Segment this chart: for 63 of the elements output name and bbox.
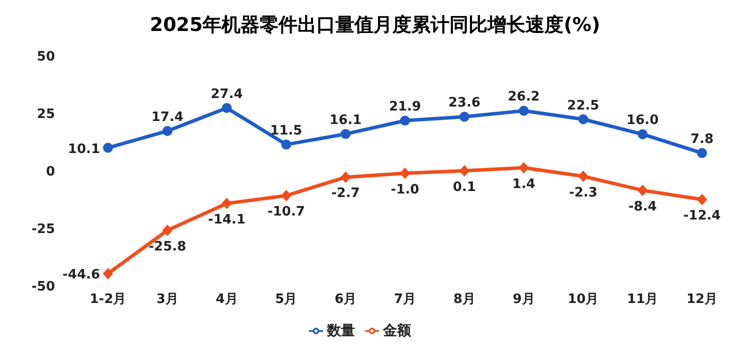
data-label: -2.7 bbox=[331, 186, 360, 202]
point bbox=[518, 162, 529, 174]
point bbox=[103, 142, 113, 153]
data-label: 1.4 bbox=[512, 176, 536, 192]
point bbox=[162, 126, 172, 136]
point bbox=[638, 129, 648, 140]
point bbox=[103, 268, 113, 280]
point bbox=[281, 190, 292, 202]
x-tick-label: 7月 bbox=[394, 292, 416, 308]
data-label: 16.1 bbox=[330, 112, 362, 128]
point bbox=[518, 106, 529, 116]
point bbox=[222, 198, 232, 209]
data-label: 23.6 bbox=[448, 96, 480, 111]
data-label: -8.4 bbox=[628, 199, 657, 214]
data-label: 7.8 bbox=[690, 132, 714, 148]
x-tick-label: 3月 bbox=[156, 292, 178, 308]
x-tick-label: 9月 bbox=[512, 292, 535, 308]
legend-label: 数量 bbox=[327, 323, 355, 339]
point bbox=[697, 194, 707, 206]
legend-label: 金额 bbox=[383, 323, 411, 339]
data-label: -12.4 bbox=[683, 208, 721, 224]
data-label: 22.5 bbox=[567, 98, 600, 114]
y-tick-label: -50 bbox=[32, 280, 55, 295]
point bbox=[340, 172, 351, 183]
point bbox=[459, 165, 470, 176]
data-label: 21.9 bbox=[388, 100, 422, 115]
y-tick-label: -25 bbox=[32, 222, 55, 238]
point bbox=[222, 102, 232, 113]
data-label: -2.3 bbox=[568, 185, 598, 200]
point bbox=[281, 140, 292, 150]
x-tick-label: 12月 bbox=[686, 292, 718, 308]
data-label: -25.8 bbox=[148, 239, 186, 254]
data-label: -44.6 bbox=[62, 268, 100, 283]
y-tick-label: 0 bbox=[46, 164, 55, 180]
x-tick-label: 1-2月 bbox=[90, 292, 126, 308]
data-label: 11.5 bbox=[270, 124, 302, 139]
y-tick-label: 25 bbox=[36, 107, 55, 122]
data-label: 16.0 bbox=[626, 113, 659, 128]
point bbox=[697, 148, 707, 158]
x-tick-label: 4月 bbox=[216, 292, 238, 308]
data-label: 17.4 bbox=[151, 110, 184, 125]
point bbox=[400, 116, 410, 126]
data-label: 10.1 bbox=[68, 142, 100, 157]
point bbox=[578, 114, 588, 124]
chart-title: 2025年机器零件出口量值月度累计同比增长速度(%) bbox=[148, 13, 602, 38]
data-label: -10.7 bbox=[267, 204, 305, 220]
data-label: 0.1 bbox=[452, 180, 476, 195]
data-label: -14.1 bbox=[208, 212, 246, 228]
x-tick-label: 8月 bbox=[453, 292, 476, 308]
x-tick-label: 11月 bbox=[627, 292, 658, 308]
y-tick-label: 50 bbox=[36, 50, 55, 65]
data-label: 26.2 bbox=[508, 90, 540, 105]
point bbox=[340, 128, 351, 139]
x-tick-label: 10月 bbox=[568, 292, 599, 308]
data-label: 27.4 bbox=[210, 86, 243, 102]
point bbox=[459, 112, 470, 122]
x-tick-label: 6月 bbox=[334, 292, 357, 308]
x-tick-label: 5月 bbox=[275, 292, 298, 308]
point bbox=[638, 184, 648, 196]
data-label: -1.0 bbox=[390, 182, 420, 198]
point bbox=[162, 224, 172, 236]
point bbox=[400, 168, 410, 179]
point bbox=[578, 170, 588, 182]
